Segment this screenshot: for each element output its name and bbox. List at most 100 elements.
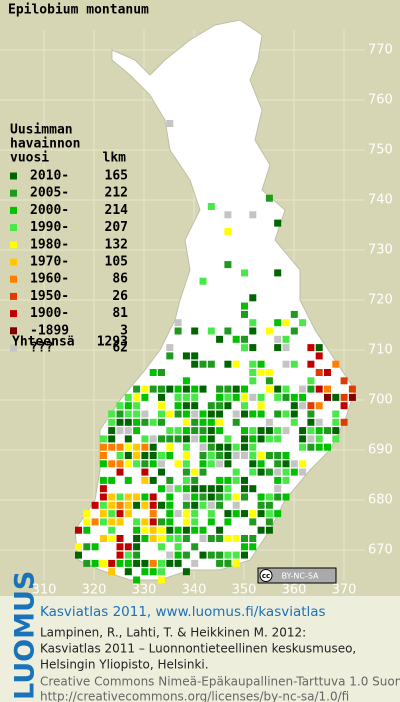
observation-square bbox=[133, 518, 141, 526]
observation-square bbox=[265, 526, 273, 534]
observation-square bbox=[133, 526, 141, 534]
observation-square bbox=[182, 468, 190, 476]
observation-square bbox=[274, 319, 282, 327]
observation-square bbox=[91, 501, 99, 509]
observation-square bbox=[224, 261, 232, 269]
observation-square bbox=[182, 352, 190, 360]
observation-square bbox=[249, 485, 257, 493]
observation-square bbox=[99, 485, 107, 493]
observation-square bbox=[124, 393, 132, 401]
observation-square bbox=[207, 485, 215, 493]
observation-square bbox=[116, 510, 124, 518]
observation-square bbox=[241, 435, 248, 443]
observation-square bbox=[158, 460, 165, 468]
observation-square bbox=[241, 493, 248, 501]
observation-square bbox=[299, 460, 307, 468]
observation-square bbox=[241, 310, 248, 318]
grid-label: 360 bbox=[282, 583, 307, 598]
observation-square bbox=[257, 410, 265, 418]
observation-square bbox=[216, 385, 224, 393]
observation-square bbox=[265, 418, 273, 426]
observation-square bbox=[166, 352, 174, 360]
observation-square bbox=[124, 501, 132, 509]
observation-square bbox=[83, 559, 91, 567]
legend-swatch bbox=[10, 327, 17, 335]
observation-square bbox=[166, 493, 174, 501]
logo: LUOMUS bbox=[10, 571, 41, 700]
observation-square bbox=[199, 385, 207, 393]
observation-square bbox=[141, 418, 149, 426]
observation-square bbox=[290, 310, 298, 318]
observation-square bbox=[149, 418, 157, 426]
observation-square bbox=[257, 369, 265, 376]
observation-square bbox=[116, 427, 124, 435]
observation-square bbox=[282, 427, 290, 435]
observation-square bbox=[282, 468, 290, 476]
observation-square bbox=[199, 551, 207, 559]
observation-square bbox=[99, 559, 107, 567]
observation-square bbox=[182, 443, 190, 451]
observation-square bbox=[174, 535, 182, 542]
observation-square bbox=[307, 377, 315, 385]
observation-square bbox=[290, 360, 298, 368]
observation-square bbox=[274, 468, 282, 476]
observation-square bbox=[299, 319, 307, 327]
observation-square bbox=[224, 402, 232, 410]
legend-header: vuosi bbox=[10, 151, 49, 166]
observation-square bbox=[116, 551, 124, 559]
observation-square bbox=[99, 443, 107, 451]
observation-square bbox=[141, 393, 149, 401]
observation-square bbox=[274, 219, 282, 227]
observation-square bbox=[307, 385, 315, 393]
observation-square bbox=[207, 443, 215, 451]
observation-square bbox=[274, 410, 282, 418]
legend-label: 1970- bbox=[30, 255, 69, 270]
observation-square bbox=[116, 443, 124, 451]
observation-square bbox=[141, 460, 149, 468]
observation-square bbox=[232, 476, 240, 484]
observation-square bbox=[315, 352, 323, 360]
observation-square bbox=[191, 385, 199, 393]
observation-square bbox=[265, 493, 273, 501]
observation-square bbox=[108, 418, 116, 426]
observation-square bbox=[174, 410, 182, 418]
observation-square bbox=[207, 203, 215, 210]
observation-square bbox=[224, 510, 232, 518]
observation-square bbox=[241, 535, 248, 542]
observation-square bbox=[265, 468, 273, 476]
observation-square bbox=[257, 526, 265, 534]
observation-square bbox=[124, 559, 132, 567]
observation-square bbox=[207, 518, 215, 526]
observation-square bbox=[182, 568, 190, 576]
observation-square bbox=[224, 452, 232, 459]
observation-square bbox=[249, 410, 257, 418]
observation-square bbox=[149, 476, 157, 484]
observation-square bbox=[249, 327, 257, 335]
grid-label: 310 bbox=[32, 583, 57, 598]
observation-square bbox=[199, 501, 207, 509]
observation-square bbox=[265, 327, 273, 335]
observation-square bbox=[282, 393, 290, 401]
observation-square bbox=[241, 551, 248, 559]
observation-square bbox=[191, 485, 199, 493]
observation-square bbox=[257, 510, 265, 518]
observation-square bbox=[182, 460, 190, 468]
observation-square bbox=[232, 468, 240, 476]
legend-label: 1980- bbox=[30, 237, 69, 252]
observation-square bbox=[166, 427, 174, 435]
observation-square bbox=[257, 501, 265, 509]
observation-square bbox=[166, 518, 174, 526]
observation-square bbox=[249, 510, 257, 518]
grid-label: 370 bbox=[332, 583, 357, 598]
observation-square bbox=[307, 443, 315, 451]
observation-square bbox=[141, 452, 149, 459]
observation-square bbox=[274, 344, 282, 352]
observation-square bbox=[166, 510, 174, 518]
observation-square bbox=[307, 418, 315, 426]
observation-square bbox=[324, 443, 331, 451]
observation-square bbox=[257, 427, 265, 435]
legend-swatch bbox=[10, 172, 17, 180]
observation-square bbox=[133, 410, 141, 418]
